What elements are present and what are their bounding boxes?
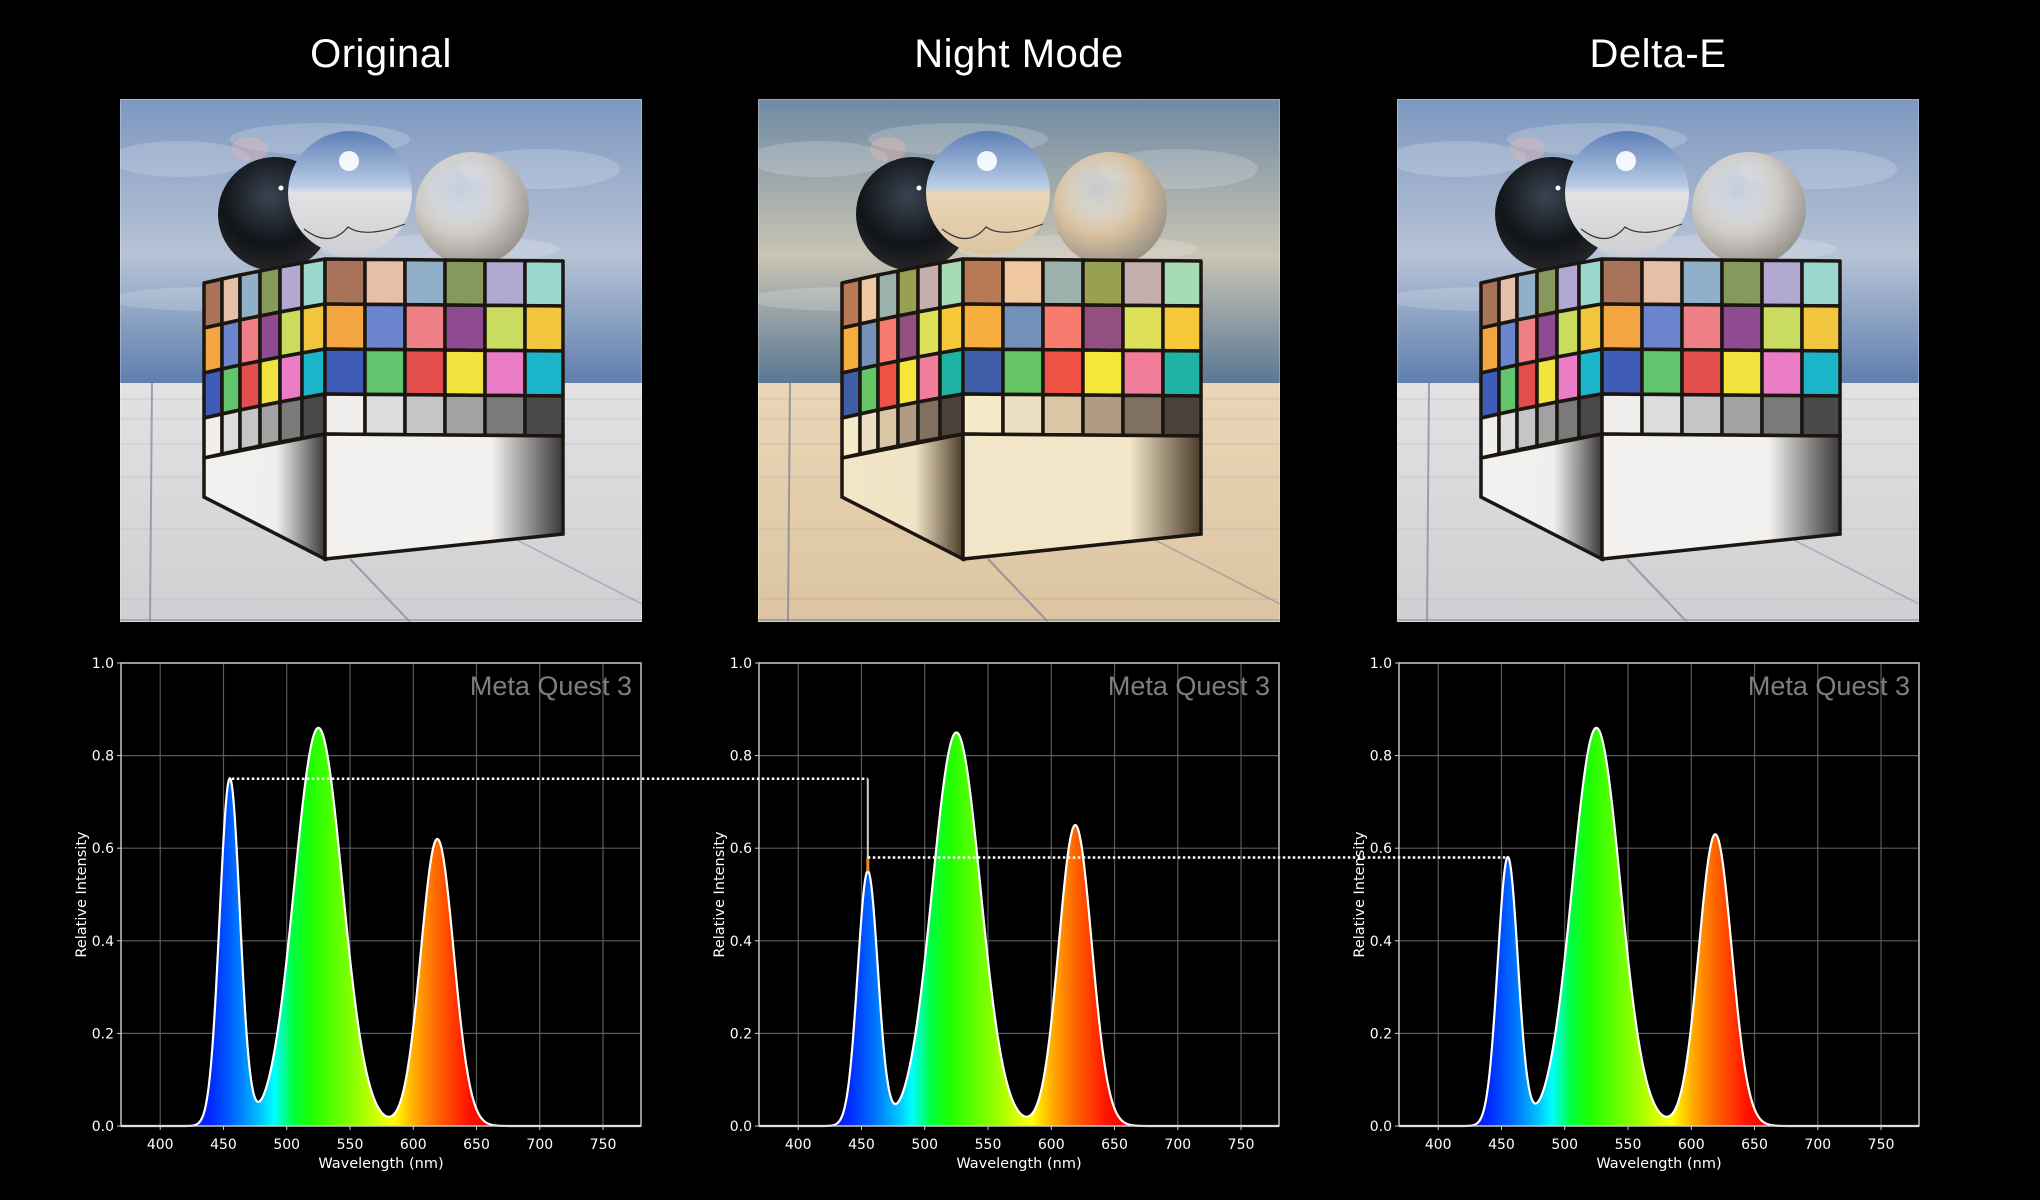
x-tick-label: 550 [337,1137,364,1153]
y-tick-label: 0.2 [92,1026,114,1042]
chart-svg: 400 450 500 550 600 650 700 750 0.0 0.2 0.4 0.6 0.8 1… [1352,656,1920,1172]
x-tick-label: 400 [1425,1137,1452,1153]
x-axis-label: Wavelength (nm) [318,1156,443,1172]
y-tick-label: 0.6 [1370,841,1392,857]
panel-title-delta-e: Delta-E [1589,32,1727,76]
x-tick-label: 650 [1741,1137,1768,1153]
chart-svg: 400 450 500 550 600 650 700 750 0.0 0.2 0.4 0.6 0.8 1… [74,656,642,1172]
panel-title-night-mode: Night Mode [914,32,1124,76]
y-tick-label: 1.0 [1370,656,1392,672]
y-tick-label: 0.4 [92,934,114,950]
y-tick-label: 0.0 [92,1119,114,1135]
device-annotation: Meta Quest 3 [1748,671,1910,701]
y-tick-label: 1.0 [730,656,752,672]
x-tick-label: 550 [975,1137,1002,1153]
x-tick-label: 450 [210,1137,237,1153]
x-tick-label: 650 [463,1137,490,1153]
x-tick-label: 700 [1804,1137,1831,1153]
scene-render-delta-e [1397,99,1919,622]
panel-title-original: Original [310,32,452,76]
x-tick-label: 750 [1868,1137,1895,1153]
device-annotation: Meta Quest 3 [470,671,632,701]
y-tick-label: 0.8 [92,749,114,765]
x-tick-label: 700 [1164,1137,1191,1153]
y-tick-label: 0.2 [1370,1026,1392,1042]
device-annotation: Meta Quest 3 [1108,671,1270,701]
y-axis-label: Relative Intensity [1352,831,1368,958]
x-tick-label: 550 [1615,1137,1642,1153]
y-tick-label: 0.4 [1370,934,1392,950]
x-tick-label: 600 [1678,1137,1705,1153]
y-axis-label: Relative Intensity [74,831,90,958]
x-tick-label: 750 [1228,1137,1255,1153]
x-tick-label: 600 [1038,1137,1065,1153]
spectrum-chart-night-mode: 400 450 500 550 600 650 700 750 0.0 0.2 0.4 0.6 0.8 1… [712,640,1359,1180]
y-tick-label: 0.6 [92,841,114,857]
x-tick-label: 500 [273,1137,300,1153]
x-axis-label: Wavelength (nm) [1596,1156,1721,1172]
chart-svg: 400 450 500 550 600 650 700 750 0.0 0.2 0.4 0.6 0.8 1… [712,656,1280,1172]
spectrum-chart-original: 400 450 500 550 600 650 700 750 0.0 0.2 0.4 0.6 0.8 1… [74,640,721,1180]
y-tick-label: 0.0 [1370,1119,1392,1135]
y-tick-label: 0.4 [730,934,752,950]
x-tick-label: 700 [526,1137,553,1153]
x-tick-label: 500 [911,1137,938,1153]
y-axis-label: Relative Intensity [712,831,728,958]
x-tick-label: 400 [147,1137,174,1153]
x-tick-label: 450 [1488,1137,1515,1153]
x-tick-label: 400 [785,1137,812,1153]
x-tick-label: 500 [1551,1137,1578,1153]
x-tick-label: 650 [1101,1137,1128,1153]
scene-render-original [120,99,642,622]
x-axis-label: Wavelength (nm) [956,1156,1081,1172]
y-tick-label: 0.6 [730,841,752,857]
x-tick-label: 600 [400,1137,427,1153]
spectrum-chart-delta-e: 400 450 500 550 600 650 700 750 0.0 0.2 0.4 0.6 0.8 1… [1352,640,1999,1180]
y-tick-label: 1.0 [92,656,114,672]
y-tick-label: 0.8 [730,749,752,765]
x-tick-label: 750 [590,1137,617,1153]
y-tick-label: 0.2 [730,1026,752,1042]
y-tick-label: 0.0 [730,1119,752,1135]
x-tick-label: 450 [848,1137,875,1153]
scene-render-night-mode [758,99,1280,622]
y-tick-label: 0.8 [1370,749,1392,765]
